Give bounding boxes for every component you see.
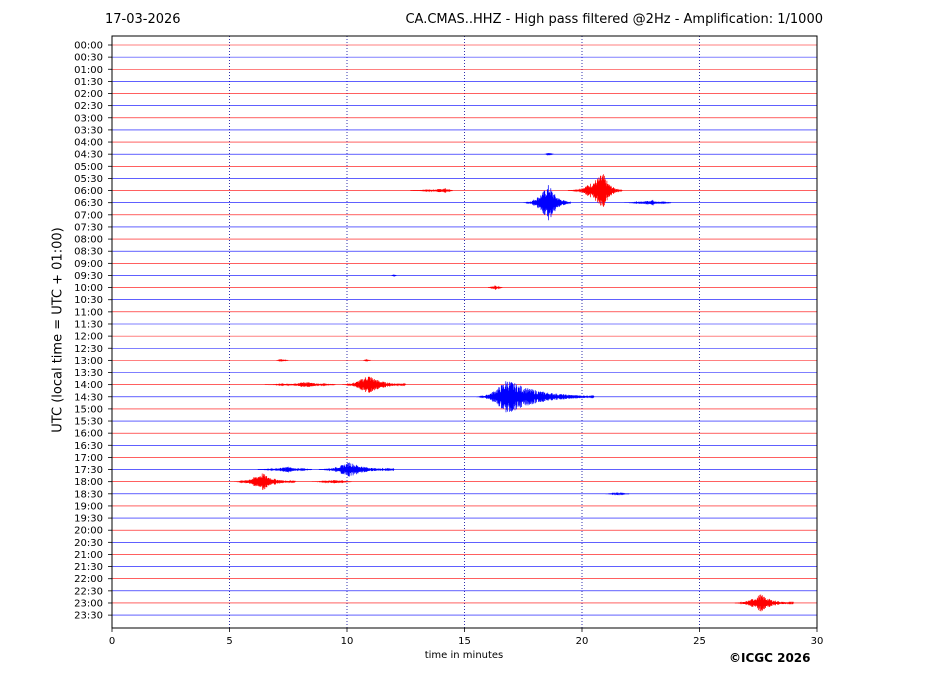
x-tick-label: 25: [693, 636, 706, 647]
y-tick-label: 17:00: [74, 453, 103, 464]
y-tick-label: 00:30: [74, 53, 103, 64]
y-tick-label: 10:30: [74, 295, 103, 306]
y-tick-label: 10:00: [74, 283, 103, 294]
y-tick-label: 00:00: [74, 41, 103, 52]
y-tick-label: 03:30: [74, 125, 103, 136]
y-tick-label: 19:00: [74, 501, 103, 512]
seismic-event-trace: [410, 188, 453, 193]
y-tick-label: 04:30: [74, 150, 103, 161]
x-tick-label: 20: [576, 636, 589, 647]
x-tick-label: 30: [811, 636, 824, 647]
y-tick-label: 05:00: [74, 162, 103, 173]
y-tick-label: 02:00: [74, 89, 103, 100]
y-tick-label: 11:00: [74, 307, 103, 318]
seismic-event-trace: [523, 185, 571, 221]
y-tick-label: 01:30: [74, 77, 103, 88]
x-tick-label: 0: [109, 636, 115, 647]
y-tick-label: 14:30: [74, 392, 103, 403]
y-tick-label: 22:00: [74, 574, 103, 585]
plot-frame: [111, 35, 818, 629]
y-tick-label: 05:30: [74, 174, 103, 185]
seismic-event-trace: [342, 376, 406, 393]
x-axis-label: time in minutes: [424, 650, 504, 661]
y-tick-label: 08:00: [74, 235, 103, 246]
y-tick-label: 09:30: [74, 271, 103, 282]
y-tick-label: 09:00: [74, 259, 103, 270]
y-tick-label: 21:30: [74, 562, 103, 573]
y-tick-label: 18:30: [74, 489, 103, 500]
y-tick-label: 13:30: [74, 368, 103, 379]
x-tick-label: 5: [226, 636, 232, 647]
x-tick-label: 10: [341, 636, 354, 647]
y-tick-label: 01:00: [74, 65, 103, 76]
seismic-event-trace: [391, 274, 397, 278]
y-tick-label: 14:00: [74, 380, 103, 391]
date-label: 17-03-2026: [105, 12, 181, 27]
y-tick-label: 12:00: [74, 332, 103, 343]
seismic-event-trace: [234, 473, 296, 490]
seismic-event-trace: [544, 152, 554, 156]
seismic-event-trace: [311, 479, 352, 484]
y-tick-label: 18:00: [74, 477, 103, 488]
y-tick-label: 06:00: [74, 186, 103, 197]
seismic-event-trace: [318, 462, 395, 477]
y-tick-label: 15:30: [74, 417, 103, 428]
seismic-event-trace: [734, 594, 794, 612]
chart-title: CA.CMAS..HHZ - High pass filtered @2Hz -…: [405, 12, 823, 27]
seismic-event-trace: [605, 492, 630, 496]
y-tick-label: 06:30: [74, 198, 103, 209]
y-tick-label: 08:30: [74, 247, 103, 258]
y-tick-label: 13:00: [74, 356, 103, 367]
y-tick-label: 22:30: [74, 586, 103, 597]
y-tick-label: 20:00: [74, 526, 103, 537]
y-tick-label: 15:00: [74, 404, 103, 415]
seismic-event-trace: [276, 358, 289, 362]
y-tick-label: 21:00: [74, 550, 103, 561]
x-tick-label: 15: [458, 636, 471, 647]
y-tick-label: 23:00: [74, 598, 103, 609]
seismic-event-trace: [257, 466, 313, 473]
copyright-label: ©ICGC 2026: [729, 651, 811, 665]
y-tick-label: 07:30: [74, 222, 103, 233]
seismic-event-trace: [624, 199, 672, 206]
y-tick-label: 12:30: [74, 344, 103, 355]
y-tick-label: 02:30: [74, 101, 103, 112]
seismic-event-trace: [476, 381, 595, 413]
seismic-event-trace: [488, 285, 503, 290]
y-tick-label: 04:00: [74, 138, 103, 149]
seismic-event-trace: [567, 174, 623, 207]
y-tick-label: 20:30: [74, 538, 103, 549]
y-tick-label: 16:30: [74, 441, 103, 452]
y-tick-label: 23:30: [74, 611, 103, 622]
y-tick-label: 07:00: [74, 210, 103, 221]
seismic-event-trace: [264, 382, 336, 388]
y-tick-label: 19:30: [74, 514, 103, 525]
y-tick-label: 16:00: [74, 429, 103, 440]
y-tick-label: 03:00: [74, 113, 103, 124]
y-tick-label: 17:30: [74, 465, 103, 476]
seismic-event-trace: [363, 358, 371, 362]
y-tick-label: 11:30: [74, 319, 103, 330]
